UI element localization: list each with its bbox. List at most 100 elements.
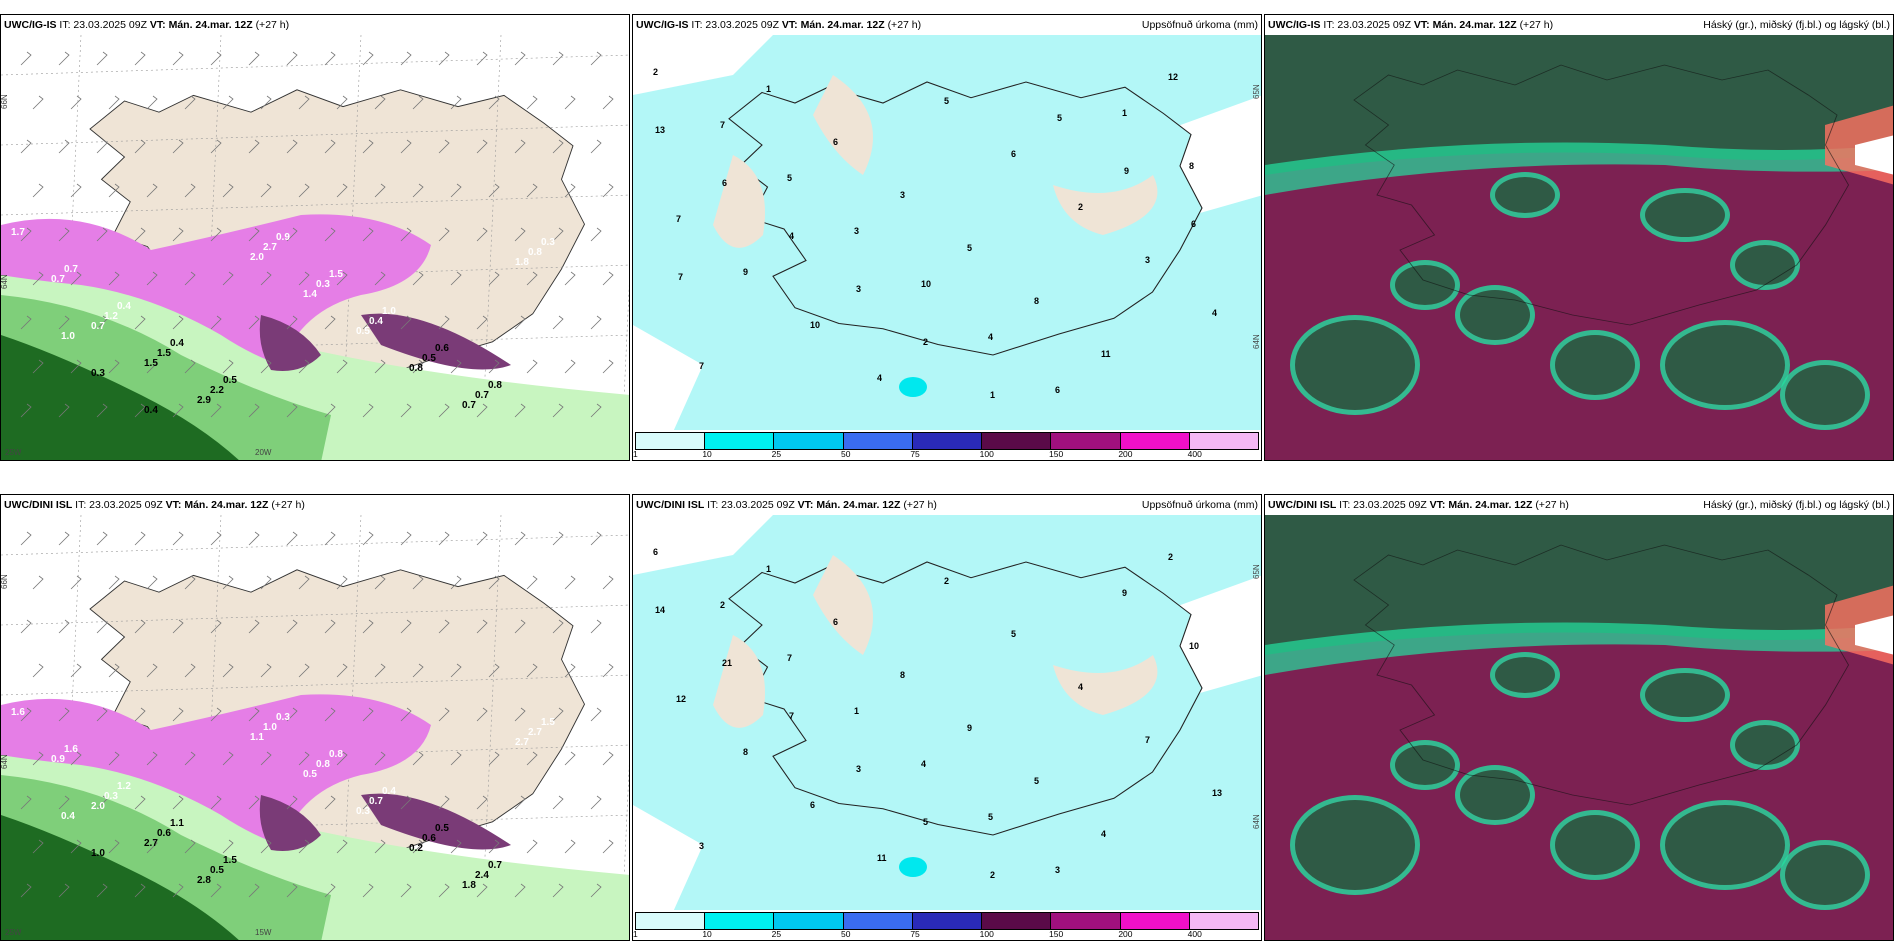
init-time: IT: 23.03.2025 09Z [1339,499,1427,511]
wind-barb [488,95,500,110]
valid-time-label: VT: [1429,499,1446,511]
precip-value-label: 13 [655,125,665,135]
wind-barb [514,139,526,154]
wind-barb [32,271,44,286]
data-value-label: 1.5 [329,269,343,280]
precip-value-label: 5 [923,817,928,827]
precip-value-label: 6 [1191,219,1196,229]
latitude-label: 65N [1252,84,1261,99]
wind-barb [298,839,310,854]
wind-barb [222,839,234,854]
wind-barb [210,883,222,898]
purple-precip-core [361,793,511,850]
data-value-label: 0.7 [475,390,489,401]
valid-time: Mán. 24.mar. 12Z [184,499,269,511]
colorbar-boxes [635,912,1259,930]
wind-barb [362,315,374,330]
latitude-label: 64N [1252,814,1261,829]
wind-barb [184,751,196,766]
precip-value-label: 8 [900,670,905,680]
longitude-line [620,764,629,940]
wind-barb [58,403,70,418]
wind-barb [248,51,260,66]
wind-barb [134,51,146,66]
wind-barb [590,531,602,546]
green-precip-area [1,335,239,460]
wind-barb [172,139,184,154]
data-value-label: 0.5 [210,865,224,876]
precip-value-label: 21 [722,658,732,668]
data-value-label: 0.8 [568,774,582,785]
panel-header: UWC/DINI ISL IT: 23.03.2025 09Z VT: Mán.… [1,495,629,515]
precip-value-label: 12 [1168,72,1178,82]
colorbar-swatch [1189,913,1258,929]
wind-barb [146,183,158,198]
data-value-label: 0.7 [91,321,105,332]
data-value-label: 0.5 [356,326,370,337]
wind-barb [146,271,158,286]
precip-value-label: 6 [653,547,658,557]
wind-barb [336,575,348,590]
colorbar-swatch [843,433,913,449]
init-time: IT: 23.03.2025 09Z [59,19,147,31]
wind-barb [590,315,602,330]
wind-barb [286,531,298,546]
wind-barb [324,51,336,66]
wind-barb [324,531,336,546]
wind-barb [514,51,526,66]
wind-barb [476,51,488,66]
wind-barb [108,839,120,854]
panel-igis-cloud: UWC/IG-IS IT: 23.03.2025 09Z VT: Mán. 24… [1264,14,1894,461]
wind-barb [248,315,260,330]
colorbar-tick-label: 10 [702,449,712,459]
wind-barb [210,531,222,546]
precip-value-label: 2 [653,67,658,77]
valid-time-label: VT: [1413,19,1430,31]
wind-barb [476,707,488,722]
wind-barb [58,531,70,546]
wind-barb [374,95,386,110]
lead-time: (+27 h) [271,499,305,511]
wind-barb [222,663,234,678]
wind-barb [412,751,424,766]
wind-barb [32,95,44,110]
dry-area [633,325,703,432]
wind-barb [412,575,424,590]
wind-barb [374,575,386,590]
wind-barb [476,403,488,418]
wind-barb [298,359,310,374]
data-value-label: 2.8 [197,875,211,886]
wind-barb [32,183,44,198]
data-value-label: 0.9 [276,232,290,243]
panel-header: UWC/IG-IS IT: 23.03.2025 09Z VT: Mán. 24… [1,15,629,35]
colorbar-tick-label: 400 [1187,929,1202,939]
precip-value-label: 6 [722,178,727,188]
wind-barb [210,315,222,330]
wind-barb [260,575,272,590]
iceland-coastline [1353,64,1850,326]
precip-value-label: 5 [1034,776,1039,786]
wind-barb [20,795,32,810]
clear-area [1855,135,1893,175]
purple-precip-core [259,315,321,371]
wind-barb [324,139,336,154]
colorbar-ticks: 1 10 25 50 75 100 150 200 400 [633,929,1259,939]
wind-barb [362,139,374,154]
valid-time-label: VT: [165,499,182,511]
wind-barb [222,751,234,766]
precip-value-label: 3 [1055,865,1060,875]
data-value-label: 0.3 [316,279,330,290]
field-title: Uppsöfnuð úrkoma (mm) [1141,19,1258,31]
precip-value-label: 7 [699,361,704,371]
wind-barb [400,315,412,330]
precip-value-label: 10 [1189,641,1199,651]
land-patch [1053,175,1158,235]
wind-barb [438,707,450,722]
wind-barb [286,619,298,634]
wind-barb [564,95,576,110]
wind-barb [298,575,310,590]
data-value-label: 0.4 [382,786,396,797]
wind-barb [70,359,82,374]
wind-barb [70,751,82,766]
green-precip-area [1,815,239,940]
